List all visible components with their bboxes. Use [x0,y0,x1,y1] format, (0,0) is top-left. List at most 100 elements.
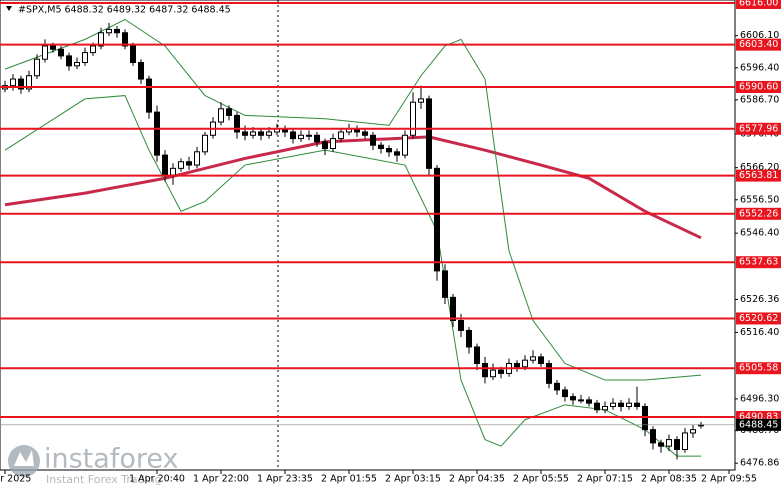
chart-title: #SPX,M5 6488.32 6489.32 6487.32 6488.45 [18,5,231,16]
candle-body [682,432,688,450]
level-label: 6616.00 [739,0,778,8]
level-box [736,207,781,220]
x-tick-label: 2 Apr 05:55 [513,474,569,485]
candle-body [242,131,248,136]
logo: instaforex Instant Forex Trading [8,444,178,486]
candle-body [42,45,48,60]
candle-body [538,356,544,364]
overlay-line [4,18,702,381]
candle-body [170,167,176,176]
candle-body [626,402,632,407]
candle-body [586,399,592,404]
candle-body [162,154,168,176]
level-box [736,80,781,93]
candle-body [618,402,624,407]
candle-body [218,108,224,123]
candle-body [410,101,416,136]
level-box [736,362,781,375]
candle-body [482,362,488,378]
candle-body [578,399,584,402]
level-label: 6603.40 [739,39,778,50]
candle-body [418,98,424,103]
y-tick-label: 6596.40 [740,62,779,73]
candle-body [122,32,128,47]
title-icon [6,6,12,11]
candle-body [74,62,80,67]
level-label: 6490.83 [739,411,778,422]
candle-body [610,402,616,407]
level-label: 6537.63 [739,257,778,268]
candle-body [602,405,608,411]
y-tick-label: 6586.70 [740,94,779,105]
candle-body [554,382,560,391]
y-tick-label: 6556.50 [740,194,779,205]
candle-body [154,111,160,156]
candle-body [490,369,496,378]
candle-body [498,369,504,374]
candle-body [650,429,656,444]
x-tick-label: 1 Apr 22:00 [193,474,249,485]
candle-body [562,389,568,398]
plot-frame [0,0,736,471]
y-tick-label: 6566.20 [740,162,779,173]
candle-body [450,296,456,321]
candle-body [546,362,552,384]
candle-body [314,134,320,143]
candle-body [98,32,104,47]
candle-body [666,439,672,447]
candle-body [138,62,144,80]
x-tick-label: 2 Apr 03:15 [385,474,441,485]
logo-mark [14,450,34,466]
logo-tagline: Instant Forex Trading [46,473,162,486]
candle-body [290,131,296,140]
candle-body [370,134,376,146]
level-label: 6590.60 [739,81,778,92]
candle-body [378,144,384,150]
candle-body [226,108,232,116]
candle-body [26,75,32,90]
candle-body [34,58,40,77]
candle-body [178,161,184,169]
logo-brand: instaforex [44,444,178,475]
level-box [736,312,781,325]
candle-body [658,442,664,447]
candle-body [322,141,328,150]
candle-body [570,396,576,401]
candle-body [434,167,440,272]
candle-body [106,28,112,34]
candle-body [130,45,136,64]
candle-body [250,131,256,136]
level-label: 6563.81 [739,170,778,181]
candle-body [522,359,528,368]
candle-body [442,270,448,298]
x-tick-label: 1 Apr 20:40 [129,474,185,485]
y-tick-label: 6526.36 [740,294,779,305]
y-tick-label: 6516.40 [740,327,779,338]
candle-body [338,131,344,140]
candle-body [594,402,600,411]
candle-body [50,45,56,50]
x-tick-label: 2 Apr 09:55 [701,474,757,485]
current-price-label: 6488.45 [739,419,778,430]
level-label: 6520.62 [739,313,778,324]
candle-body [474,346,480,364]
x-tick-label: 2 Apr 01:55 [321,474,377,485]
candle-body [306,134,312,137]
candle-body [642,405,648,431]
candle-body [466,329,472,348]
candle-body [202,134,208,153]
level-box [736,256,781,269]
candle-body [362,131,368,136]
y-tick-label: 6606.10 [740,30,779,41]
y-tick-label: 6546.40 [740,228,779,239]
candle-body [10,78,16,87]
level-box [736,0,781,9]
x-tick-label: 1 Apr 23:35 [257,474,313,485]
candle-body [690,429,696,434]
candle-body [530,356,536,361]
candle-body [514,362,520,368]
candle-body [146,78,152,113]
candle-body [90,45,96,54]
candle-body [458,319,464,331]
